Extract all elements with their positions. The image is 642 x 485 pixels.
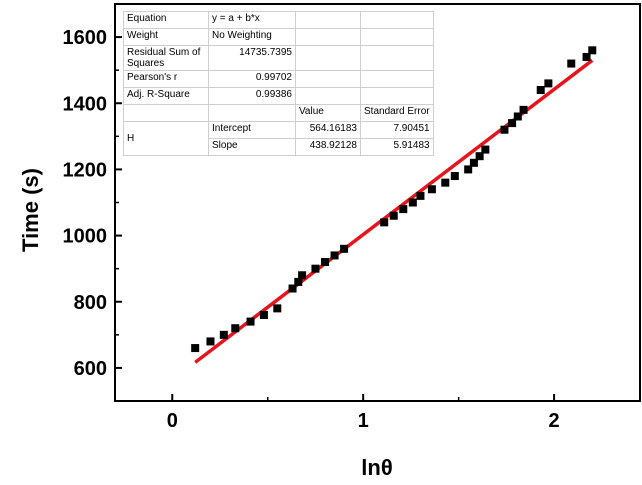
- data-point: [450, 172, 459, 181]
- slope-label: Slope: [208, 138, 296, 156]
- data-point: [311, 264, 320, 273]
- data-point: [582, 52, 591, 61]
- y-axis-ticks: 600 800 1000 1200 1400 1600: [63, 27, 122, 380]
- x-tick-label: 2: [549, 410, 560, 432]
- data-point: [588, 46, 597, 55]
- y-tick-label: 1200: [63, 159, 108, 181]
- x-axis-ticks: 0 1 2: [167, 394, 560, 432]
- table-row: Slope 438.92128 5.91483: [124, 138, 434, 156]
- data-point: [441, 178, 450, 187]
- fit-results-table: Equation y = a + b*x Weight No Weighting…: [123, 11, 434, 156]
- intercept-label: Intercept: [208, 121, 296, 139]
- data-point: [389, 211, 398, 220]
- data-point: [408, 198, 417, 207]
- pearson-r-label: Pearson's r: [123, 70, 209, 88]
- data-point: [500, 125, 509, 134]
- data-point: [330, 251, 339, 260]
- error-header: Standard Error: [360, 104, 434, 122]
- rss-label: Residual Sum of Squares: [123, 45, 209, 71]
- x-tick-label: 1: [358, 410, 369, 432]
- data-point: [206, 337, 215, 346]
- data-point: [294, 277, 303, 286]
- param-group-label: H: [123, 121, 209, 156]
- data-points: [191, 46, 597, 353]
- y-tick-label: 1400: [63, 93, 108, 115]
- y-tick-label: 600: [74, 358, 107, 380]
- y-tick-label: 1000: [63, 226, 108, 248]
- data-point: [288, 284, 297, 293]
- equation-label: Equation: [123, 11, 209, 29]
- data-point: [231, 324, 240, 333]
- value-header: Value: [295, 104, 361, 122]
- y-axis-title: Time (s): [18, 168, 43, 252]
- table-row: Adj. R-Square 0.99386: [123, 87, 434, 105]
- data-point: [544, 79, 553, 88]
- data-point: [399, 205, 408, 214]
- slope-value: 438.92128: [295, 138, 361, 156]
- y-tick-label: 800: [74, 292, 107, 314]
- data-point: [416, 191, 425, 200]
- adj-r-square-value: 0.99386: [208, 87, 296, 105]
- table-row: Equation y = a + b*x: [123, 11, 434, 29]
- data-point: [380, 218, 389, 227]
- pearson-r-value: 0.99702: [208, 70, 296, 88]
- y-tick-label: 1600: [63, 27, 108, 49]
- data-point: [340, 244, 349, 253]
- data-point: [536, 86, 545, 95]
- data-point: [298, 271, 307, 280]
- table-row: Residual Sum of Squares 14735.7395: [123, 45, 434, 71]
- intercept-value: 564.16183: [295, 121, 361, 139]
- weight-label: Weight: [123, 28, 209, 46]
- data-point: [519, 105, 528, 114]
- data-point: [191, 344, 200, 353]
- data-point: [464, 165, 473, 174]
- data-point: [475, 152, 484, 161]
- table-row: Pearson's r 0.99702: [123, 70, 434, 88]
- data-point: [513, 112, 522, 121]
- table-row: Weight No Weighting: [123, 28, 434, 46]
- data-point: [469, 158, 478, 167]
- table-row: H Intercept 564.16183 7.90451: [123, 121, 434, 156]
- rss-value: 14735.7395: [208, 45, 296, 71]
- data-point: [246, 317, 255, 326]
- data-point: [567, 59, 576, 68]
- data-point: [259, 310, 268, 319]
- data-point: [219, 330, 228, 339]
- data-point: [481, 145, 490, 154]
- data-point: [427, 185, 436, 194]
- intercept-error: 7.90451: [360, 121, 434, 139]
- data-point: [321, 258, 329, 267]
- equation-value: y = a + b*x: [208, 11, 296, 29]
- slope-error: 5.91483: [360, 138, 434, 156]
- weight-value: No Weighting: [208, 28, 296, 46]
- data-point: [508, 119, 517, 128]
- table-row: Value Standard Error: [123, 104, 434, 122]
- adj-r-square-label: Adj. R-Square: [123, 87, 209, 105]
- x-axis-title: lnθ: [361, 455, 392, 480]
- data-point: [273, 304, 282, 313]
- x-tick-label: 0: [167, 410, 178, 432]
